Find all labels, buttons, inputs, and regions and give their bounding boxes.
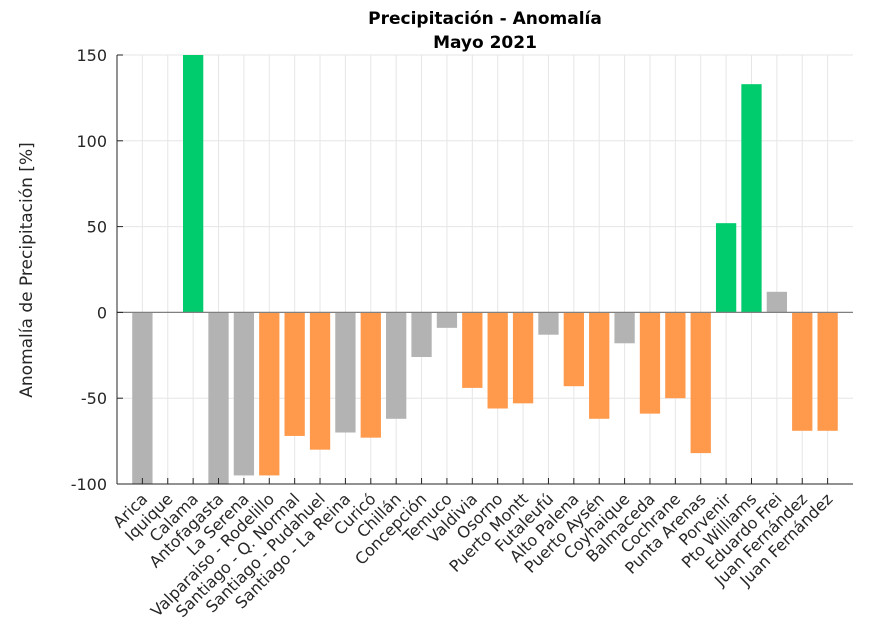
bars (132, 55, 838, 484)
chart-title: Precipitación - Anomalía (368, 9, 602, 29)
bar (487, 312, 508, 409)
axes (116, 54, 853, 485)
bar (792, 312, 813, 431)
bar (411, 312, 432, 358)
bar (436, 312, 458, 328)
bar (233, 312, 255, 476)
y-tick-label: -100 (71, 475, 107, 494)
bar (741, 84, 762, 313)
bar (259, 312, 280, 476)
y-tick-label: -50 (81, 389, 107, 408)
bar (715, 223, 737, 313)
bar (817, 312, 838, 431)
y-tick-label: 100 (76, 132, 107, 151)
bar (182, 55, 204, 313)
y-tick-label: 50 (87, 218, 107, 237)
bar (386, 312, 407, 419)
bar (512, 312, 534, 404)
y-tick-label: 0 (97, 303, 107, 322)
bar (589, 312, 610, 419)
y-tick-label: 150 (76, 46, 107, 65)
y-tick-labels: -100 -50 0 50 100 150 (71, 46, 107, 494)
bar (284, 312, 305, 436)
bar (309, 312, 331, 450)
bar (360, 312, 381, 438)
bar (639, 312, 661, 414)
bar (462, 312, 483, 388)
bar (665, 312, 686, 399)
bar (690, 312, 711, 454)
chart-subtitle: Mayo 2021 (433, 33, 537, 53)
bar (766, 291, 788, 313)
bar (132, 312, 153, 484)
bar (208, 312, 229, 484)
bar (563, 312, 584, 387)
bar (538, 312, 559, 335)
bar (614, 312, 635, 344)
y-axis-label: Anomalía de Precipitación [%] (17, 142, 37, 397)
bar (335, 312, 356, 433)
